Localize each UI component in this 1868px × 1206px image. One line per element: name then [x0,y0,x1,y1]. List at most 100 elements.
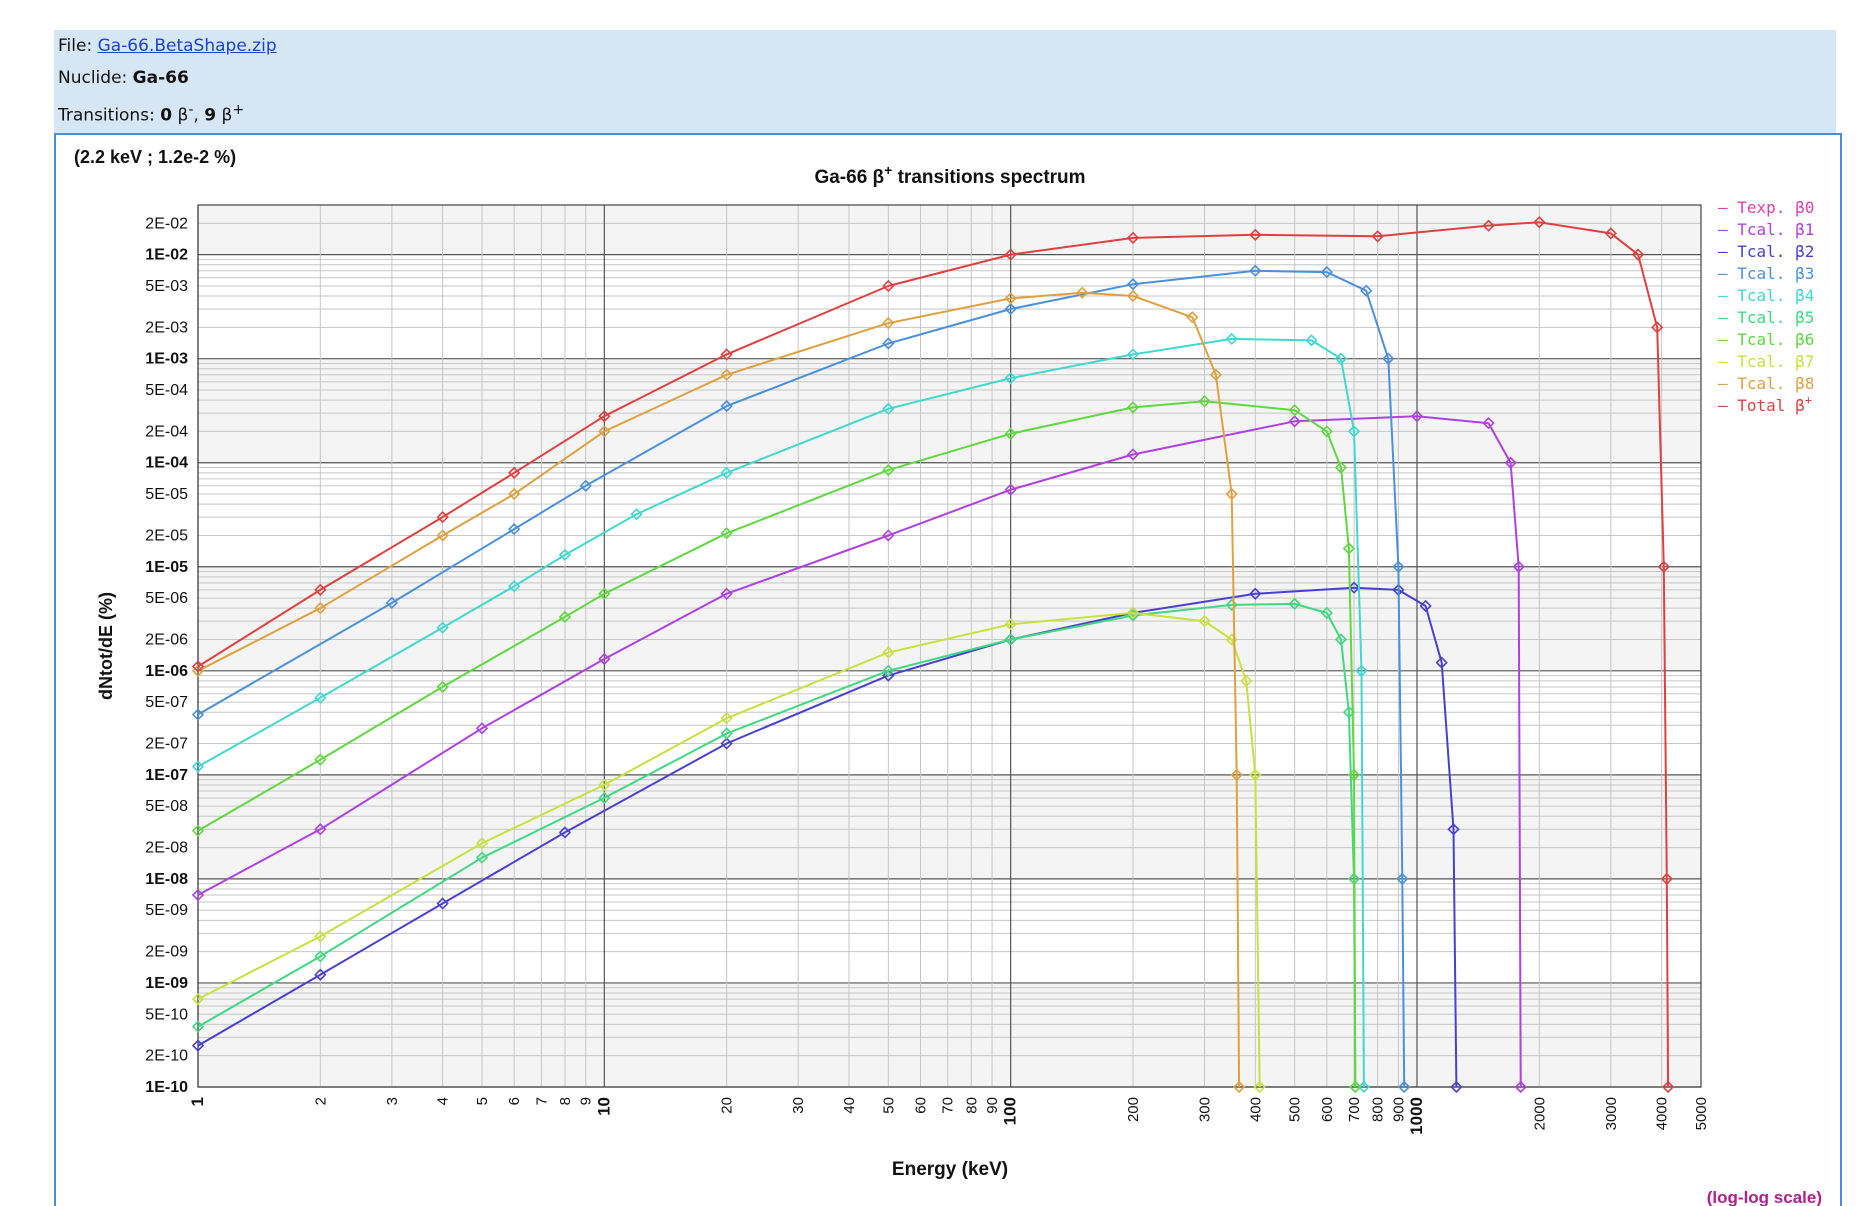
grid-band [198,982,1701,1087]
data-point-marker [598,410,611,423]
x-tick-labels: 1 2 3 4 5 6 7 8 9 10 20 30 40 50 60 70 80 90 100 200 300 400 5… [188,1097,1710,1135]
data-point-marker [1126,401,1140,414]
legend-dash: – [1718,264,1737,283]
data-point-marker [720,348,733,361]
legend-dash: – [1718,352,1737,371]
legend-index: 7 [1805,352,1815,371]
data-point-marker [720,712,733,725]
y-tick-label: 5E-07 [145,694,188,711]
beta-minus-symbol: β [177,105,189,126]
data-point-marker [1392,560,1405,573]
x-tick-label: 5 [474,1097,491,1105]
data-point-marker [191,1020,205,1033]
data-point-marker [558,548,572,562]
y-tick-label: 1E-10 [145,1079,188,1096]
legend-entry[interactable]: – Texp. β0 [1718,198,1814,217]
y-tick-label: 2E-07 [145,736,188,753]
legend-entry[interactable]: – Tcal. β2 [1718,242,1814,261]
legend-index: 8 [1805,374,1815,393]
data-point-marker [1482,219,1495,232]
data-point-marker [882,669,895,682]
y-tick-label: 2E-03 [145,319,188,336]
data-point-marker [314,950,327,963]
chart-title-main: Ga-66 β [814,167,884,188]
legend-entry[interactable]: – Total β+ [1718,393,1812,415]
legend-entry[interactable]: – Tcal. β7 [1718,352,1814,371]
chart-title-sup: + [884,162,892,178]
x-tick-label: 5000 [1693,1097,1710,1130]
y-tick-label: 5E-08 [145,798,188,815]
data-point-marker [598,652,611,666]
data-point-marker [720,737,733,750]
series-tcal-5 [191,597,1362,1094]
data-point-marker [1320,425,1333,438]
legend-index: 4 [1805,286,1815,305]
data-point-marker [314,753,327,766]
legend-entry[interactable]: – Tcal. β8 [1718,374,1814,393]
y-tick-label: 2E-08 [145,840,188,857]
data-point-marker [720,368,733,381]
data-point-marker [1435,656,1448,669]
legend-entry[interactable]: – Tcal. β3 [1718,264,1814,283]
y-tick-label: 5E-09 [145,902,188,919]
file-link[interactable]: Ga-66.BetaShape.zip [97,36,277,56]
legend-label: Tcal. β [1737,352,1804,371]
data-point-marker [1533,216,1546,229]
x-tick-label: 900 [1390,1097,1407,1122]
data-point-marker [1126,348,1140,361]
data-point-marker [720,466,733,479]
data-point-marker [1504,456,1517,469]
data-point-marker [1126,448,1140,461]
data-point-marker [1320,606,1333,620]
data-point-marker [882,463,895,477]
data-point-marker [1076,286,1089,299]
x-tick-label: 7 [533,1097,550,1105]
chart-title-rest: transitions spectrum [892,167,1085,188]
data-point-marker [1349,1080,1362,1094]
data-point-marker [1631,248,1645,261]
x-tick-label: 10 [594,1097,613,1116]
legend-index: 2 [1805,242,1815,261]
y-tick-label: 1E-03 [145,351,188,368]
series-line [197,291,1241,1088]
data-point-marker [1371,230,1384,243]
y-tick-label: 2E-09 [145,944,188,961]
y-tick-label: 1E-04 [145,455,188,472]
data-point-marker [475,722,489,735]
data-point-marker [882,279,895,293]
legend-label: Tcal. β [1737,308,1804,327]
data-point-marker [191,824,205,837]
legend-label: Tcal. β [1737,330,1804,349]
x-tick-label: 4000 [1654,1097,1671,1130]
data-point-marker [191,708,205,721]
legend-entry[interactable]: – Tcal. β6 [1718,330,1814,349]
data-point-marker [508,466,521,479]
x-axis-label: Energy (keV) [892,1159,1008,1180]
y-tick-label: 5E-04 [145,382,188,399]
scale-note: (log-log scale) [1707,1188,1822,1206]
grid-band [198,774,1701,879]
legend-label: Tcal. β [1737,220,1804,239]
legend-entry[interactable]: – Tcal. β5 [1718,308,1814,327]
data-point-marker [720,727,733,740]
data-point-marker [436,511,449,524]
data-point-marker [508,580,521,593]
data-point-marker [1288,597,1301,611]
grid-band [198,358,1701,463]
data-point-marker [1360,284,1373,297]
data-point-marker [558,610,572,624]
data-point-marker [191,660,205,673]
data-point-marker [1410,410,1424,423]
x-tick-label: 30 [790,1097,807,1114]
x-tick-label: 60 [913,1097,930,1114]
series-line [197,269,1406,1088]
legend-label: Tcal. β [1737,286,1804,305]
transitions-label: Transitions: [58,105,161,126]
data-point-marker [1334,352,1348,365]
legend-entry[interactable]: – Tcal. β4 [1718,286,1814,305]
data-point-marker [1249,228,1262,241]
data-point-marker [1320,265,1333,279]
legend-entry[interactable]: – Tcal. β1 [1718,220,1814,239]
x-tick-label: 6 [506,1097,523,1105]
data-point-marker [1447,823,1460,836]
